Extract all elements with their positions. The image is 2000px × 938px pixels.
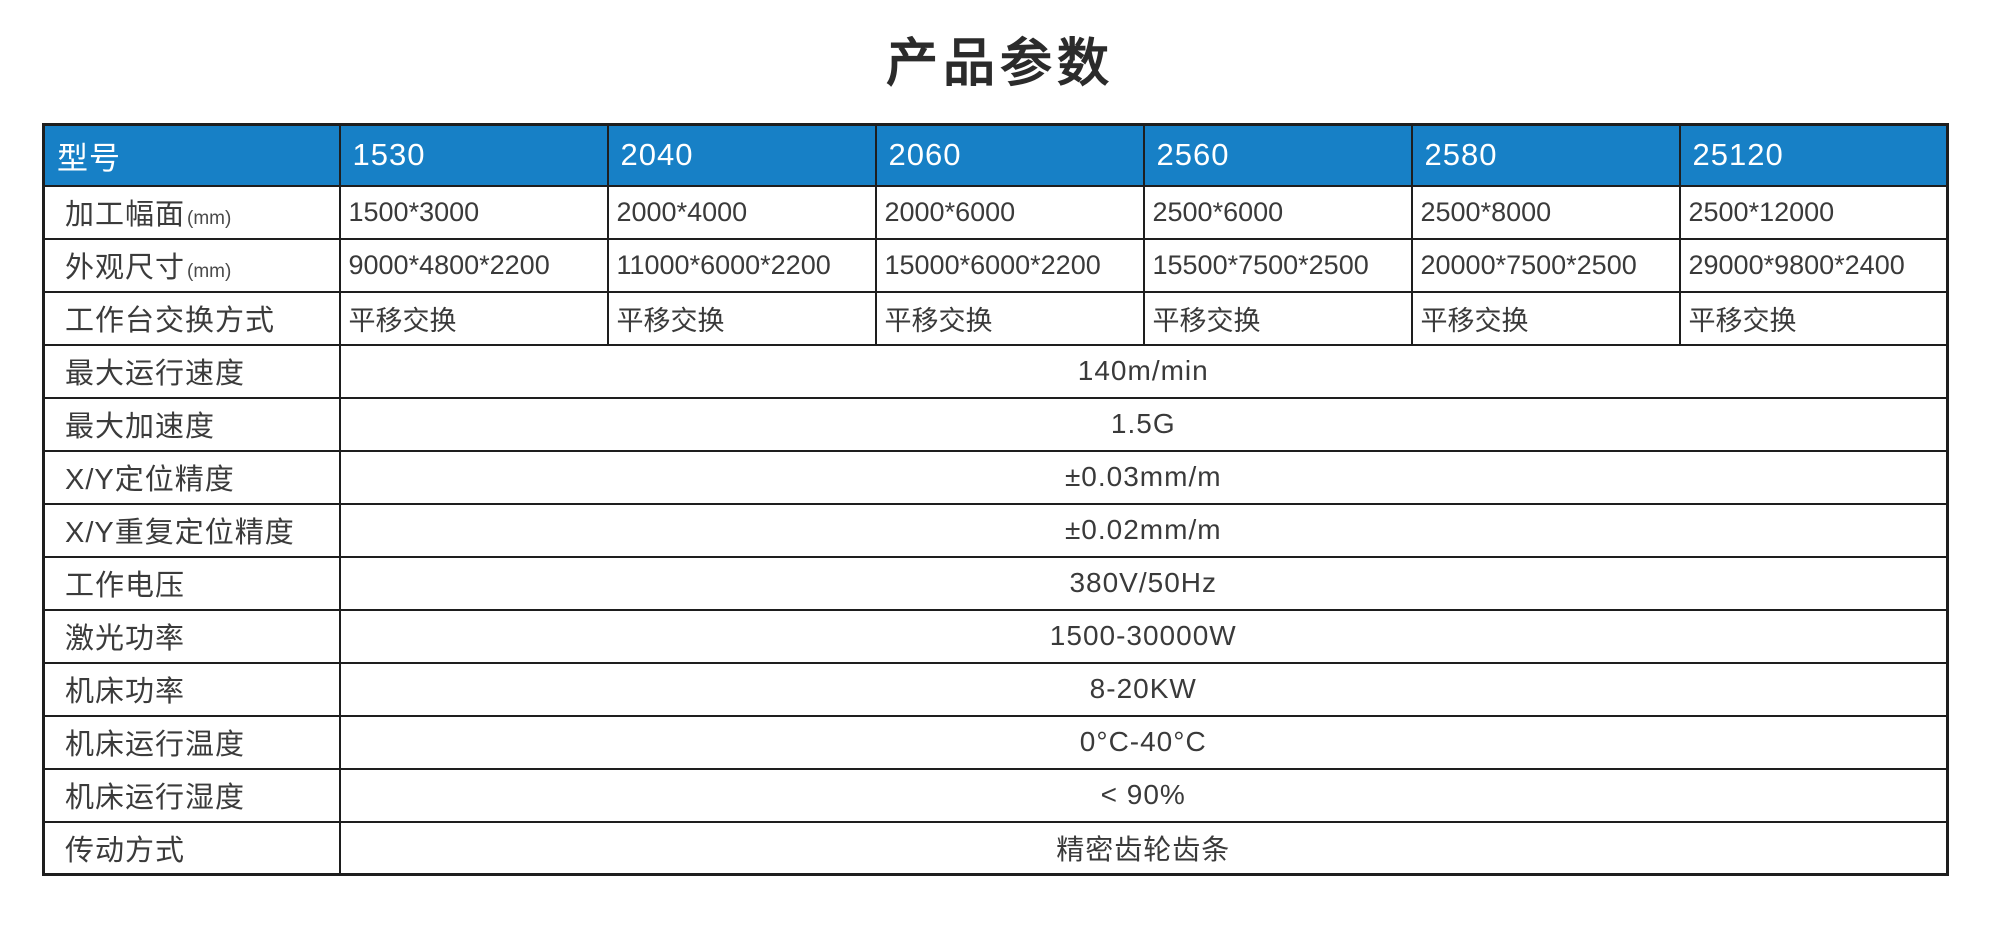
table-row-transmission: 传动方式 精密齿轮齿条 (42, 820, 1949, 876)
row-label-positioning-accuracy: X/Y定位精度 (42, 449, 341, 505)
cell-value: 平移交换 (874, 290, 1145, 346)
table-row-dimensions: 外观尺寸 (mm) 9000*4800*2200 11000*6000*2200 … (42, 237, 1949, 293)
table-row-working-voltage: 工作电压 380V/50Hz (42, 555, 1949, 611)
table-row-machine-power: 机床功率 8-20KW (42, 661, 1949, 717)
row-label-text: 工作台交换方式 (65, 305, 276, 338)
cell-value: 平移交换 (1410, 290, 1681, 346)
cell-span-transmission: 精密齿轮齿条 (338, 820, 1949, 876)
row-label-working-area: 加工幅面 (mm) (42, 184, 341, 240)
cell-value: 平移交换 (1142, 290, 1413, 346)
cell-span-max-acceleration: 1.5G (338, 396, 1949, 452)
row-label-max-speed: 最大运行速度 (42, 343, 341, 399)
cell-value: 15000*6000*2200 (874, 237, 1145, 293)
row-label-text: 加工幅面 (65, 199, 186, 232)
row-label-unit: (mm) (187, 208, 232, 230)
header-model-25120: 25120 (1678, 123, 1949, 187)
page-title: 产品参数 (885, 35, 1114, 93)
table-row-working-area: 加工幅面 (mm) 1500*3000 2000*4000 2000*6000 2… (42, 184, 1949, 240)
row-label-machine-power: 机床功率 (42, 661, 341, 717)
cell-value: 1500*3000 (338, 184, 609, 240)
cell-span-positioning-accuracy: ±0.03mm/m (338, 449, 1949, 505)
cell-value: 2000*6000 (874, 184, 1145, 240)
row-label-repeat-accuracy: X/Y重复定位精度 (42, 502, 341, 558)
table-row-table-exchange: 工作台交换方式 平移交换 平移交换 平移交换 平移交换 平移交换 平移交换 (42, 290, 1949, 346)
table-row-repeat-accuracy: X/Y重复定位精度 ±0.02mm/m (42, 502, 1949, 558)
row-label-working-voltage: 工作电压 (42, 555, 341, 611)
table-row-laser-power: 激光功率 1500-30000W (42, 608, 1949, 664)
row-label-text: 外观尺寸 (65, 252, 186, 285)
table-row-operating-humidity: 机床运行湿度 < 90% (42, 767, 1949, 823)
cell-value: 2500*8000 (1410, 184, 1681, 240)
row-label-transmission: 传动方式 (42, 820, 341, 876)
row-label-unit: (mm) (187, 261, 232, 283)
header-model-label: 型号 (42, 123, 341, 187)
cell-value: 11000*6000*2200 (606, 237, 877, 293)
cell-value: 29000*9800*2400 (1678, 237, 1949, 293)
cell-value: 平移交换 (606, 290, 877, 346)
cell-value: 平移交换 (338, 290, 609, 346)
row-label-table-exchange: 工作台交换方式 (42, 290, 341, 346)
cell-span-max-speed: 140m/min (338, 343, 1949, 399)
product-spec-table: 型号 1530 2040 2060 2560 2580 25120 加工幅面 (m… (42, 123, 1949, 877)
cell-span-operating-humidity: < 90% (338, 767, 1949, 823)
row-label-max-acceleration: 最大加速度 (42, 396, 341, 452)
table-row-positioning-accuracy: X/Y定位精度 ±0.03mm/m (42, 449, 1949, 505)
cell-value: 2500*6000 (1142, 184, 1413, 240)
cell-span-laser-power: 1500-30000W (338, 608, 1949, 664)
cell-value: 9000*4800*2200 (338, 237, 609, 293)
cell-value: 2500*12000 (1678, 184, 1949, 240)
row-label-operating-temperature: 机床运行温度 (42, 714, 341, 770)
cell-value: 20000*7500*2500 (1410, 237, 1681, 293)
header-model-2060: 2060 (874, 123, 1145, 187)
cell-span-machine-power: 8-20KW (338, 661, 1949, 717)
header-model-2040: 2040 (606, 123, 877, 187)
header-model-2580: 2580 (1410, 123, 1681, 187)
cell-value: 2000*4000 (606, 184, 877, 240)
row-label-dimensions: 外观尺寸 (mm) (42, 237, 341, 293)
table-header-row: 型号 1530 2040 2060 2560 2580 25120 (42, 123, 1949, 187)
table-row-max-acceleration: 最大加速度 1.5G (42, 396, 1949, 452)
cell-span-operating-temperature: 0°C-40°C (338, 714, 1949, 770)
cell-value: 15500*7500*2500 (1142, 237, 1413, 293)
table-row-operating-temperature: 机床运行温度 0°C-40°C (42, 714, 1949, 770)
row-label-laser-power: 激光功率 (42, 608, 341, 664)
header-model-2560: 2560 (1142, 123, 1413, 187)
cell-span-repeat-accuracy: ±0.02mm/m (338, 502, 1949, 558)
row-label-operating-humidity: 机床运行湿度 (42, 767, 341, 823)
cell-span-working-voltage: 380V/50Hz (338, 555, 1949, 611)
table-row-max-speed: 最大运行速度 140m/min (42, 343, 1949, 399)
cell-value: 平移交换 (1678, 290, 1949, 346)
header-model-1530: 1530 (338, 123, 609, 187)
